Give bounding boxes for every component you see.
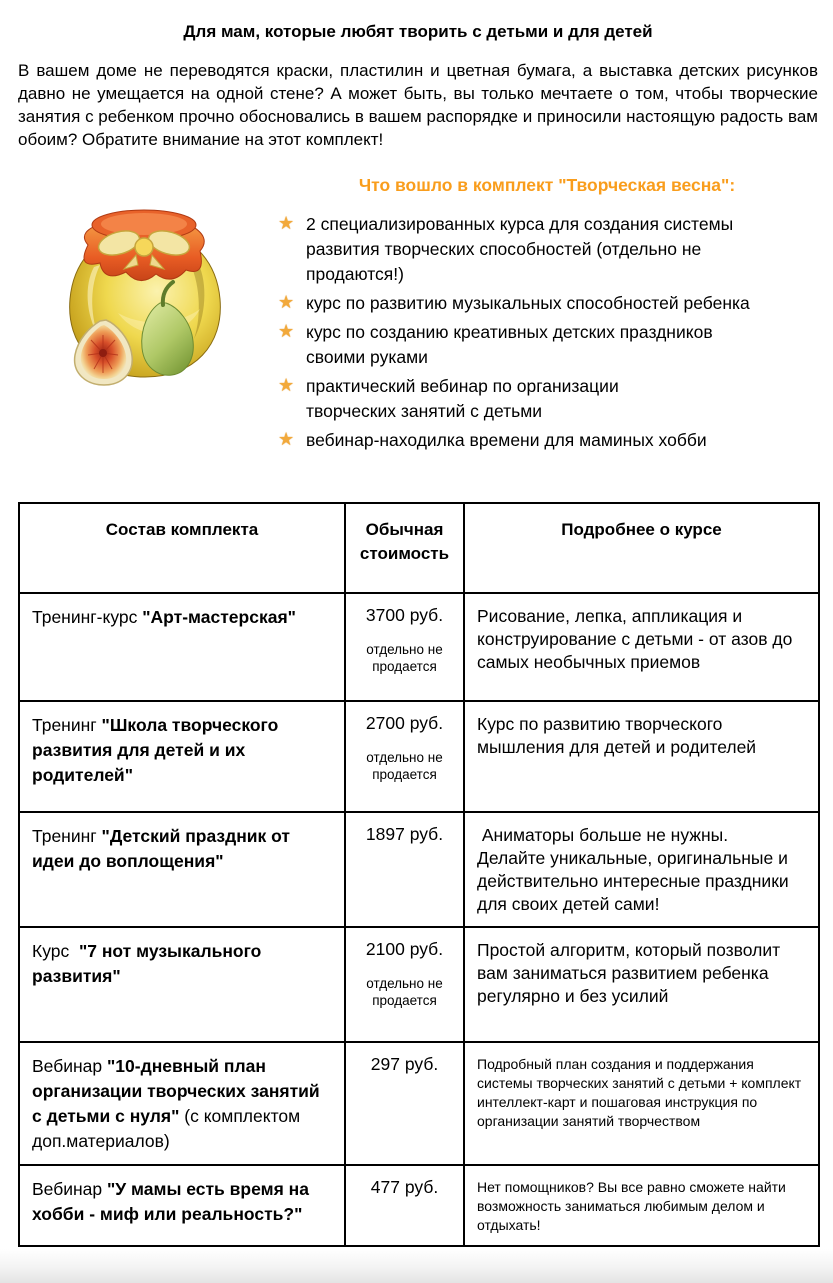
kit-section: Что вошло в комплект "Творческая весна":…: [18, 169, 818, 457]
course-name-cell: Тренинг-курс "Арт-мастерская": [18, 592, 346, 702]
description-cell: Подробный план создания и поддержания си…: [463, 1041, 820, 1166]
column-header-composition: Состав комплекта: [18, 502, 346, 594]
price-cell: 477 руб.: [344, 1164, 465, 1247]
kit-item-text: курс по развитию музыкальных способносте…: [306, 293, 750, 313]
kit-image-wrap: [18, 169, 276, 403]
course-name-prefix: Вебинар: [32, 1056, 107, 1076]
description-cell: Нет помощников? Вы все равно сможете най…: [463, 1164, 820, 1247]
star-icon: ★: [278, 429, 295, 449]
course-name-prefix: Курс: [32, 941, 79, 961]
description-cell: Простой алгоритм, который позволит вам з…: [463, 926, 820, 1043]
column-header-price: Обычная стоимость: [344, 502, 465, 594]
kit-item-text: практический вебинар по организации твор…: [306, 376, 619, 421]
column-header-details: Подробнее о курсе: [463, 502, 820, 594]
price-note: отдельно не продается: [366, 750, 443, 782]
price-cell: 1897 руб.: [344, 811, 465, 928]
table-row: Курс "7 нот музыкального развития" 2100 …: [18, 926, 820, 1043]
course-name-cell: Курс "7 нот музыкального развития": [18, 926, 346, 1043]
kit-content: Что вошло в комплект "Творческая весна":…: [276, 169, 818, 457]
table-header-row: Состав комплекта Обычная стоимость Подро…: [18, 502, 820, 594]
kit-list: ★ 2 специализированных курса для создания…: [276, 212, 818, 453]
star-icon: ★: [278, 321, 295, 341]
star-icon: ★: [278, 375, 295, 395]
star-icon: ★: [278, 213, 295, 233]
intro-paragraph: В вашем доме не переводятся краски, плас…: [18, 61, 818, 149]
course-name-bold: "Арт-мастерская": [142, 607, 296, 627]
kit-list-item: ★ вебинар-находилка времени для маминых х…: [276, 428, 818, 453]
table-row: Тренинг-курс "Арт-мастерская" 3700 руб. о…: [18, 592, 820, 702]
course-name-cell: Тренинг "Детский праздник от идеи до воп…: [18, 811, 346, 928]
page-title: Для мам, которые любят творить с детьми …: [183, 22, 653, 41]
kit-item-text: вебинар-находилка времени для маминых хо…: [306, 430, 707, 450]
price-value: 477 руб.: [370, 1177, 439, 1197]
course-name-bold: "У мамы есть время на хобби - миф или ре…: [32, 1179, 314, 1224]
price-value: 3700 руб.: [365, 605, 444, 625]
description-cell: Рисование, лепка, аппликация и конструир…: [463, 592, 820, 702]
price-value: 2100 руб.: [365, 939, 444, 959]
star-icon: ★: [278, 292, 295, 312]
jar-with-figs-image: [69, 209, 221, 386]
course-name-cell: Вебинар "10-дневный план организации тво…: [18, 1041, 346, 1166]
description-cell: Курс по развитию творческого мышления дл…: [463, 700, 820, 813]
courses-table: Состав комплекта Обычная стоимость Подро…: [18, 502, 820, 1247]
course-name-prefix: Вебинар: [32, 1179, 107, 1199]
kit-list-item: ★ курс по созданию креативных детских пра…: [276, 320, 818, 370]
course-name-bold: "7 нот музыкального развития": [32, 941, 267, 986]
kit-list-item: ★ курс по развитию музыкальных способност…: [276, 291, 818, 316]
table-row: Тренинг "Школа творческого развития для …: [18, 700, 820, 813]
course-name-cell: Вебинар "У мамы есть время на хобби - ми…: [18, 1164, 346, 1247]
price-note: отдельно не продается: [366, 976, 443, 1008]
kit-list-item: ★ практический вебинар по организации тво…: [276, 374, 818, 424]
price-cell: 3700 руб. отдельно не продается: [344, 592, 465, 702]
kit-item-text: 2 специализированных курса для создания …: [306, 214, 734, 284]
page-bottom-fade: [0, 1249, 833, 1283]
table-row: Вебинар "У мамы есть время на хобби - ми…: [18, 1164, 820, 1247]
course-name-prefix: Тренинг: [32, 826, 102, 846]
description-cell: Аниматоры больше не нужны. Делайте уника…: [463, 811, 820, 928]
course-name-prefix: Тренинг: [32, 715, 102, 735]
table-row: Тренинг "Детский праздник от идеи до воп…: [18, 811, 820, 928]
price-note: отдельно не продается: [366, 642, 443, 674]
price-value: 297 руб.: [370, 1054, 439, 1074]
course-name-prefix: Тренинг-курс: [32, 607, 143, 627]
price-value: 2700 руб.: [365, 713, 444, 733]
page: Для мам, которые любят творить с детьми …: [18, 22, 820, 1247]
price-cell: 297 руб.: [344, 1041, 465, 1166]
kit-heading: Что вошло в комплект "Творческая весна":: [358, 175, 736, 195]
price-cell: 2700 руб. отдельно не продается: [344, 700, 465, 813]
course-name-cell: Тренинг "Школа творческого развития для …: [18, 700, 346, 813]
price-cell: 2100 руб. отдельно не продается: [344, 926, 465, 1043]
table-row: Вебинар "10-дневный план организации тво…: [18, 1041, 820, 1166]
kit-list-item: ★ 2 специализированных курса для создания…: [276, 212, 818, 287]
course-name-bold: "Детский праздник от идеи до воплощения": [32, 826, 295, 871]
course-name-suffix: (с комплектом доп.материалов): [32, 1106, 306, 1151]
course-name-bold: "10-дневный план организации творческих …: [32, 1056, 325, 1126]
kit-item-text: курс по созданию креативных детских праз…: [306, 322, 713, 367]
price-value: 1897 руб.: [365, 824, 444, 844]
course-name-bold: "Школа творческого развития для детей и …: [32, 715, 284, 785]
